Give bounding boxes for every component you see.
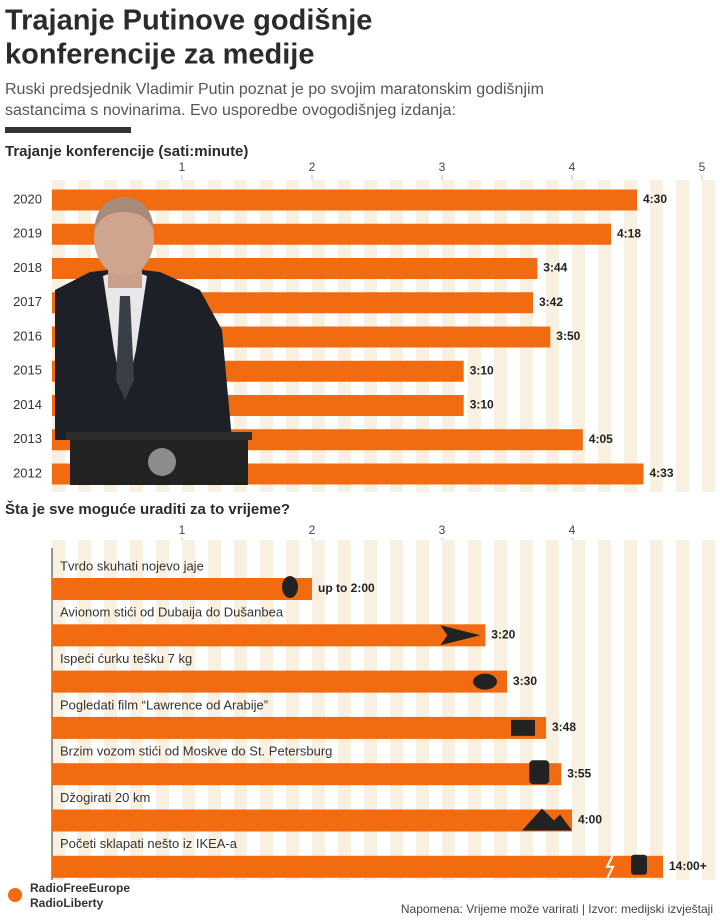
value-label: 14:00+ — [669, 859, 707, 873]
icon — [282, 576, 298, 598]
x-tick-label: 2 — [309, 160, 316, 174]
category-label: 2014 — [13, 397, 42, 412]
value-label: 4:05 — [589, 432, 613, 446]
category-label: 2012 — [13, 465, 42, 480]
x-tick-label: 3 — [439, 523, 446, 537]
value-label: 3:30 — [513, 674, 537, 688]
category-label: 2017 — [13, 294, 42, 309]
value-label: 3:48 — [552, 720, 576, 734]
subtitle: Ruski predsjednik Vladimir Putin poznat … — [5, 81, 544, 98]
note: Napomena: Vrijeme može varirati | Izvor:… — [401, 902, 713, 916]
logo: RadioFreeEurope RadioLiberty — [8, 881, 130, 910]
icon — [440, 625, 481, 646]
category-label: 2015 — [13, 363, 42, 378]
value-label: 4:33 — [650, 466, 674, 480]
divider — [5, 127, 131, 133]
subtitle: sastancima s novinarima. Evo usporedbe o… — [5, 102, 456, 119]
activity-label: Početi sklapati nešto iz IKEA-a — [60, 836, 238, 851]
icon — [473, 673, 497, 690]
bar — [52, 670, 507, 693]
title: konferencije za medije — [5, 39, 314, 71]
activity-label: Tvrdo skuhati nojevo jaje — [60, 558, 204, 573]
icon — [522, 808, 572, 831]
category-label: 2016 — [13, 328, 42, 343]
value-label: 4:30 — [643, 192, 667, 206]
x-tick-label: 3 — [439, 160, 446, 174]
bar — [52, 624, 486, 647]
activity-label: Pogledati film “Lawrence od Arabije” — [60, 697, 268, 712]
bar — [52, 763, 562, 786]
x-tick-label: 2 — [309, 523, 316, 537]
bar — [52, 189, 637, 211]
activity-label: Džogirati 20 km — [60, 790, 150, 805]
value-label: 3:10 — [470, 363, 494, 377]
bar — [52, 809, 572, 832]
value-label: 3:42 — [539, 295, 563, 309]
x-tick-label: 4 — [569, 160, 576, 174]
icon — [529, 760, 550, 785]
value-label: 4:00 — [578, 813, 602, 827]
bar — [52, 578, 312, 600]
category-label: 2020 — [13, 191, 42, 206]
activity-label: Brzim vozom stići od Moskve do St. Peter… — [60, 744, 332, 759]
category-label: 2013 — [13, 431, 42, 446]
value-label: up to 2:00 — [318, 581, 375, 595]
chart-title: Trajanje konferencije (sati:minute) — [5, 143, 248, 160]
icon — [511, 719, 535, 736]
value-label: 3:20 — [491, 627, 515, 641]
x-tick-label: 5 — [699, 160, 706, 174]
value-label: 3:10 — [470, 398, 494, 412]
activity-label: Ispeći ćurku tešku 7 kg — [60, 651, 192, 666]
bar — [52, 716, 546, 739]
chart-title: Šta je sve moguće uraditi za to vrijeme? — [5, 500, 290, 518]
x-tick-label: 1 — [179, 160, 186, 174]
bar — [52, 258, 538, 279]
value-label: 3:44 — [543, 261, 567, 275]
x-tick-label: 4 — [569, 523, 576, 537]
logo-text: RadioFreeEurope — [30, 881, 130, 895]
photo — [55, 197, 252, 485]
title: Trajanje Putinove godišnje — [5, 5, 372, 37]
category-label: 2018 — [13, 260, 42, 275]
activity-label: Avionom stići od Dubaija do Dušanbea — [60, 605, 284, 620]
bar — [52, 855, 663, 878]
x-tick-label: 1 — [179, 523, 186, 537]
icon — [631, 854, 647, 875]
break-mark — [605, 854, 615, 880]
logo-text: RadioLiberty — [30, 896, 104, 910]
bar — [52, 223, 611, 245]
value-label: 3:50 — [556, 329, 580, 343]
value-label: 3:55 — [567, 766, 591, 780]
category-label: 2019 — [13, 226, 42, 241]
value-label: 4:18 — [617, 226, 641, 240]
